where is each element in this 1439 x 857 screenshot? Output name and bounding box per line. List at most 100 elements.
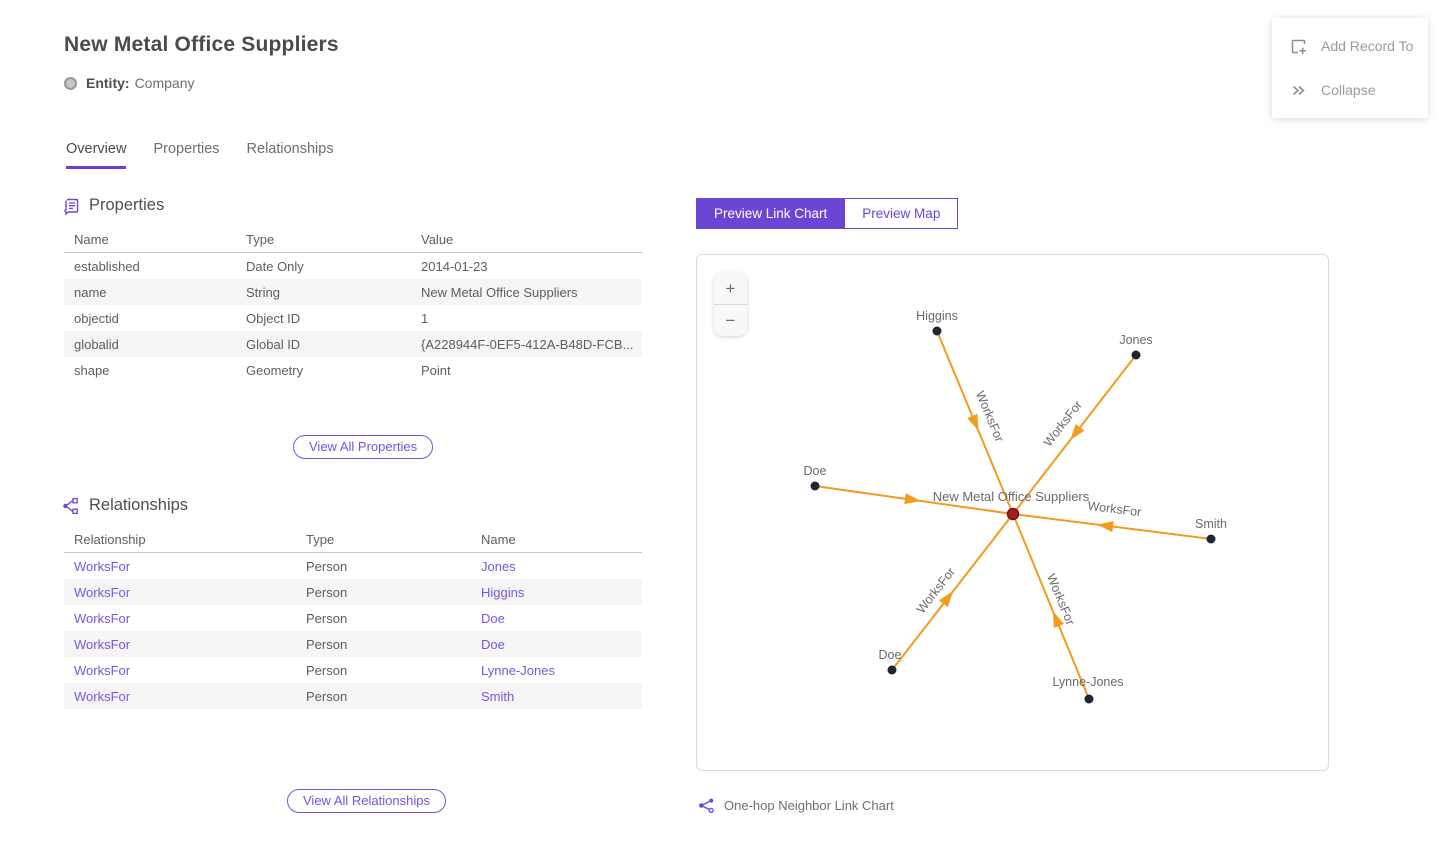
zoom-in-button[interactable]: + [714,273,747,304]
col-header-name: Name [74,232,109,247]
tab-relationships[interactable]: Relationships [246,141,334,157]
prop-type: Global ID [246,336,301,352]
entity-row: Entity: Company [64,75,194,91]
chart-caption-text: One-hop Neighbor Link Chart [724,798,894,813]
page-title: New Metal Office Suppliers [64,33,339,56]
edge-arrow-icon [1070,424,1085,441]
rel-type: Person [306,610,348,626]
menu-item-add-record-to[interactable]: Add Record To [1272,24,1428,68]
graph-node[interactable] [1084,694,1094,704]
edge-arrow-icon [939,591,954,608]
rel-type: Person [306,558,348,574]
prop-type: String [246,284,280,300]
rel-type: Person [306,688,348,704]
view-all-relationships-button[interactable]: View All Relationships [287,789,446,813]
edge-arrow-icon [1097,521,1114,533]
prop-name: established [74,258,140,274]
properties-section-title: Properties [89,196,165,214]
table-row: WorksFor Person Higgins [64,579,642,605]
relationship-link[interactable]: WorksFor [74,688,131,704]
relationship-link[interactable]: WorksFor [74,610,131,626]
tab-bar: Overview Properties Relationships [66,141,361,169]
one-hop-link-chart-icon [698,797,715,814]
menu-item-collapse[interactable]: Collapse [1272,68,1428,112]
prop-type: Geometry [246,362,304,378]
col-header-type: Type [306,532,335,547]
graph-node-label: Higgins [916,309,958,323]
graph-node-label: Lynne-Jones [1052,675,1123,689]
prop-value: 1 [421,310,429,326]
edge-label: WorksFor [914,565,958,616]
collapse-icon [1289,81,1308,100]
prop-name: name [74,284,107,300]
relationships-section-heading: Relationships [62,496,188,515]
relationships-section-title: Relationships [89,496,189,514]
related-entity-link[interactable]: Doe [481,636,505,652]
table-row: WorksFor Person Doe [64,605,642,631]
graph-node-label: Smith [1195,517,1227,531]
relationships-icon [62,497,80,515]
link-chart-panel: + − WorksFor WorksFor WorksFor WorksFor Work… [696,254,1329,771]
preview-toggle: Preview Link Chart Preview Map [696,198,959,229]
properties-icon [62,197,80,215]
table-row: objectid Object ID 1 [64,305,642,331]
related-entity-link[interactable]: Lynne-Jones [481,662,555,678]
zoom-control: + − [714,273,747,336]
table-row: WorksFor Person Jones [64,553,642,579]
context-menu: Add Record To Collapse [1272,18,1428,118]
properties-table: Name Type Value established Date Only 20… [64,227,642,383]
prop-type: Object ID [246,310,301,326]
prop-name: shape [74,362,110,378]
related-entity-link[interactable]: Smith [481,688,515,704]
graph-center-node[interactable] [1006,507,1020,521]
relationship-link[interactable]: WorksFor [74,584,131,600]
relationship-link[interactable]: WorksFor [74,662,131,678]
table-row: established Date Only 2014-01-23 [64,253,642,279]
edge-arrow-icon [1052,611,1065,629]
related-entity-link[interactable]: Doe [481,610,505,626]
graph-node[interactable] [1131,350,1141,360]
tab-properties[interactable]: Properties [153,141,220,157]
divider [714,304,747,305]
graph-edge[interactable] [1012,513,1090,700]
related-entity-link[interactable]: Higgins [481,584,525,600]
relationship-link[interactable]: WorksFor [74,558,131,574]
graph-node[interactable] [1206,534,1216,544]
edge-arrow-icon [967,413,979,431]
edge-label: WorksFor [1041,398,1085,449]
properties-section-heading: Properties [62,196,164,215]
graph-node[interactable] [810,481,820,491]
entity-type-icon [64,76,77,90]
menu-item-label: Collapse [1321,82,1376,98]
graph-node[interactable] [932,326,942,336]
edge-arrow-icon [904,493,921,505]
table-row: WorksFor Person Smith [64,683,642,709]
prop-name: globalid [74,336,119,352]
prop-value: New Metal Office Suppliers [421,284,578,300]
relationships-table-header: Relationship Type Name [64,527,642,553]
col-header-value: Value [421,232,454,247]
preview-map-button[interactable]: Preview Map [845,198,959,229]
tab-overview[interactable]: Overview [66,141,127,169]
col-header-relationship: Relationship [74,532,146,547]
graph-node-label: Doe [804,464,827,478]
graph-node[interactable] [887,665,897,675]
prop-value: 2014-01-23 [421,258,488,274]
view-all-properties-button[interactable]: View All Properties [293,435,434,459]
prop-value: {A228944F-0EF5-412A-B48D-FCB... [421,336,634,352]
zoom-out-button[interactable]: − [714,305,747,336]
rel-type: Person [306,584,348,600]
related-entity-link[interactable]: Jones [481,558,516,574]
graph-node-label: Doe [879,648,902,662]
prop-name: objectid [74,310,119,326]
graph-node-label: Jones [1119,333,1152,347]
table-row: WorksFor Person Lynne-Jones [64,657,642,683]
preview-link-chart-button[interactable]: Preview Link Chart [696,198,846,229]
table-row: name String New Metal Office Suppliers [64,279,642,305]
edge-label: WorksFor [1087,499,1142,520]
add-record-icon [1289,37,1308,56]
col-header-name: Name [481,532,516,547]
relationship-link[interactable]: WorksFor [74,636,131,652]
